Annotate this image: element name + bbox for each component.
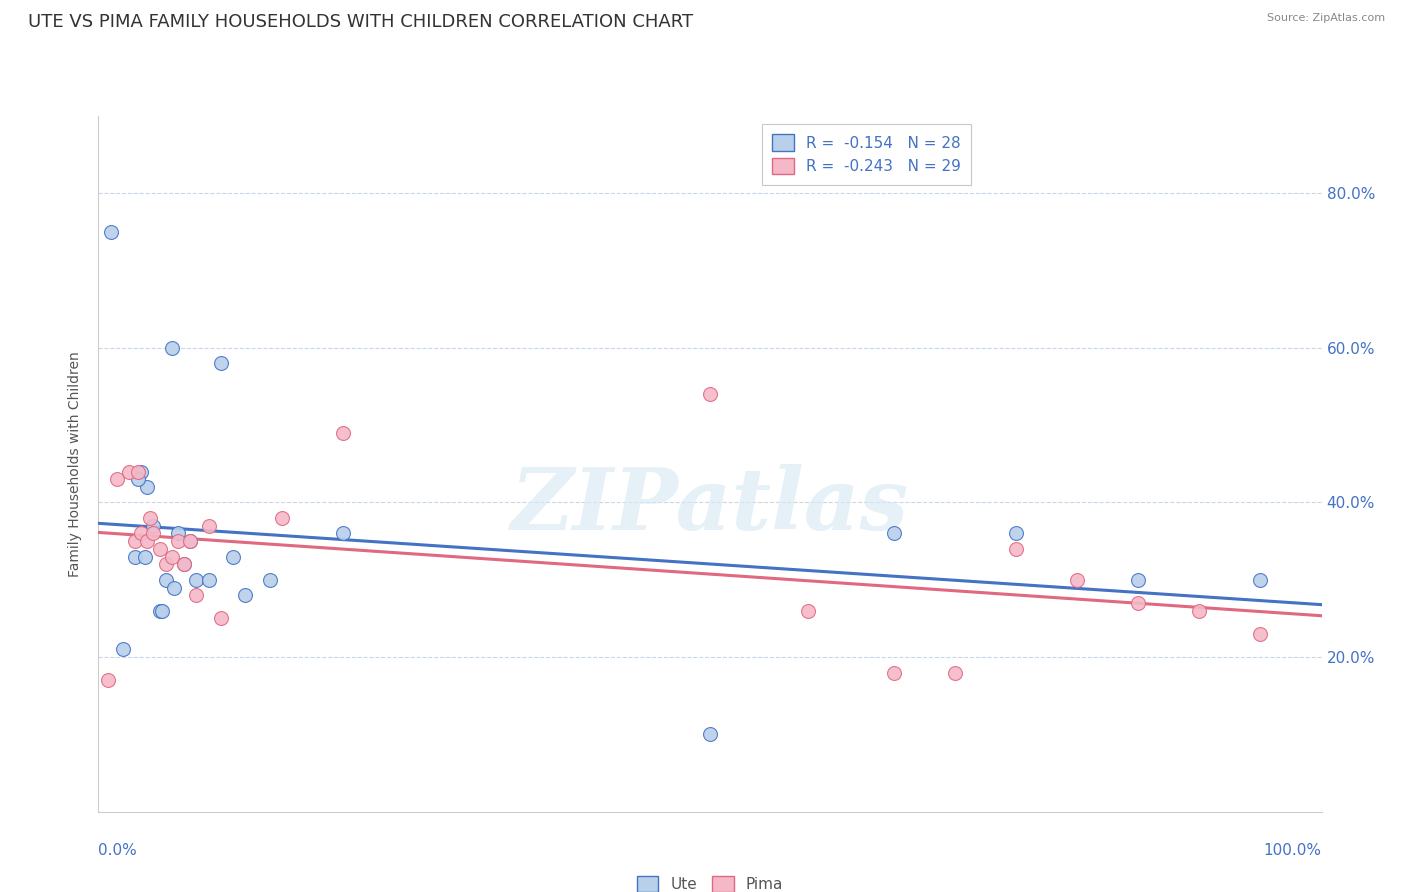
Point	[797, 604, 820, 618]
Point	[1066, 573, 1088, 587]
Point	[179, 534, 201, 549]
Point	[186, 573, 208, 587]
Point	[155, 573, 177, 587]
Point	[160, 549, 183, 564]
Point	[149, 541, 172, 556]
Point	[155, 558, 177, 572]
Text: UTE VS PIMA FAMILY HOUSEHOLDS WITH CHILDREN CORRELATION CHART: UTE VS PIMA FAMILY HOUSEHOLDS WITH CHILD…	[28, 13, 693, 31]
Legend: Ute, Pima: Ute, Pima	[627, 866, 793, 892]
Point	[270, 511, 294, 525]
Point	[1128, 573, 1150, 587]
Point	[173, 558, 195, 572]
Point	[699, 387, 721, 401]
Point	[97, 673, 120, 688]
Point	[197, 518, 219, 533]
Point	[1250, 627, 1272, 641]
Text: 100.0%: 100.0%	[1264, 843, 1322, 858]
Point	[142, 518, 165, 533]
Point	[149, 604, 172, 618]
Point	[197, 573, 219, 587]
Point	[136, 534, 159, 549]
Point	[163, 581, 186, 595]
Point	[332, 526, 354, 541]
Text: Source: ZipAtlas.com: Source: ZipAtlas.com	[1267, 13, 1385, 23]
Point	[150, 604, 173, 618]
Point	[129, 465, 152, 479]
Point	[124, 549, 146, 564]
Point	[134, 549, 156, 564]
Point	[1004, 541, 1026, 556]
Point	[1250, 573, 1272, 587]
Point	[111, 642, 134, 657]
Point	[943, 665, 966, 680]
Point	[209, 356, 232, 370]
Point	[1188, 604, 1211, 618]
Point	[139, 511, 162, 525]
Point	[167, 526, 190, 541]
Point	[127, 465, 149, 479]
Point	[186, 588, 208, 602]
Text: ZIPatlas: ZIPatlas	[510, 464, 910, 548]
Point	[222, 549, 245, 564]
Point	[105, 472, 128, 486]
Point	[127, 472, 149, 486]
Point	[883, 526, 905, 541]
Point	[173, 558, 195, 572]
Point	[699, 727, 721, 741]
Point	[142, 526, 165, 541]
Point	[129, 526, 152, 541]
Point	[160, 341, 183, 355]
Point	[136, 480, 159, 494]
Point	[883, 665, 905, 680]
Point	[1128, 596, 1150, 610]
Point	[233, 588, 256, 602]
Text: 0.0%: 0.0%	[98, 843, 138, 858]
Point	[167, 534, 190, 549]
Point	[332, 425, 354, 440]
Point	[118, 465, 141, 479]
Point	[1004, 526, 1026, 541]
Point	[209, 611, 232, 625]
Point	[259, 573, 281, 587]
Point	[124, 534, 146, 549]
Point	[100, 225, 122, 239]
Y-axis label: Family Households with Children: Family Households with Children	[69, 351, 83, 577]
Point	[179, 534, 201, 549]
